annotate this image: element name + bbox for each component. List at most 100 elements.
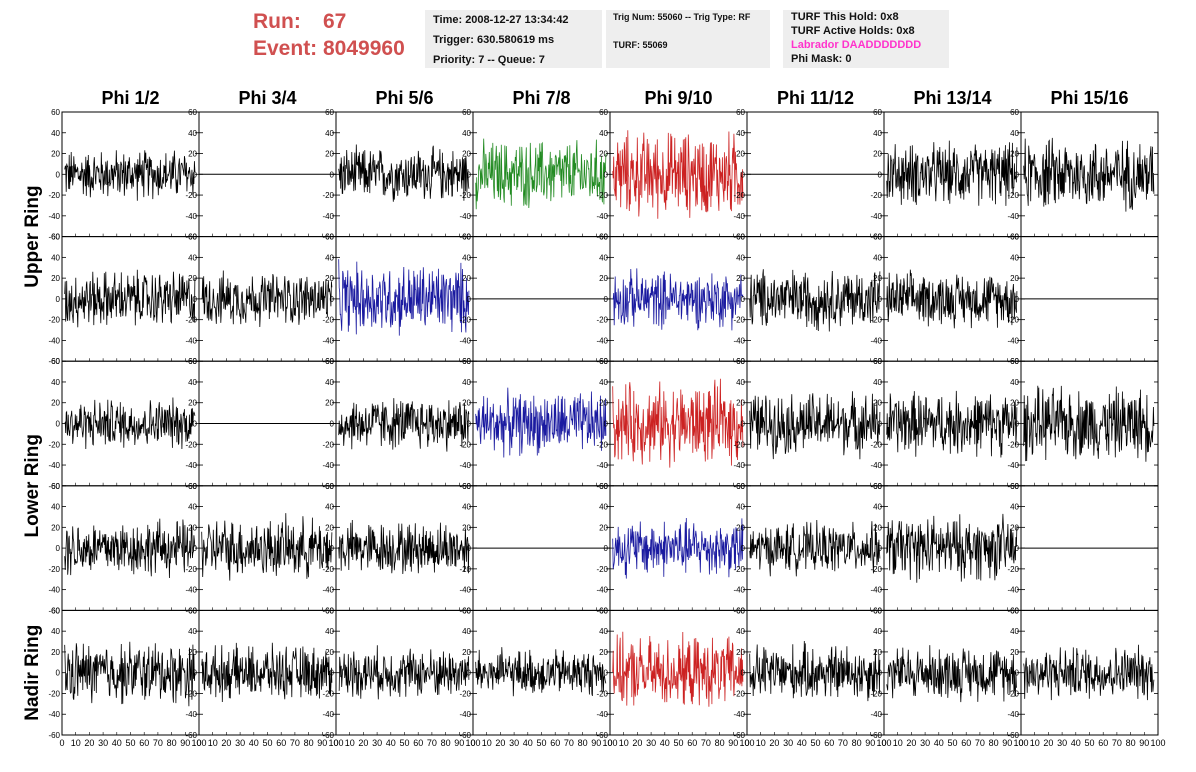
y-tick-label: -20	[596, 689, 608, 698]
y-tick-label: 0	[878, 420, 883, 429]
y-tick-label: -20	[1007, 565, 1019, 574]
y-tick-label: -60	[596, 731, 608, 740]
x-tick-label: 10	[482, 738, 492, 748]
y-tick-label: 20	[736, 523, 745, 532]
y-tick-label: 0	[56, 170, 61, 179]
x-tick-label: 0	[607, 738, 612, 748]
x-tick-label: 70	[838, 738, 848, 748]
labrador-text: Labrador DAADDDDDDD	[791, 39, 922, 51]
y-tick-label: 20	[873, 274, 882, 283]
y-tick-label: 20	[873, 150, 882, 159]
x-tick-label: 60	[139, 738, 149, 748]
y-tick-label: -60	[459, 606, 471, 615]
y-tick-label: -40	[870, 212, 882, 221]
ring-label-1: Upper Ring	[22, 185, 43, 287]
y-tick-label: -40	[870, 336, 882, 345]
y-tick-label: 20	[599, 399, 608, 408]
x-tick-label: 100	[602, 738, 617, 748]
x-tick-label: 20	[358, 738, 368, 748]
x-tick-label: 60	[687, 738, 697, 748]
y-tick-label: -20	[185, 689, 197, 698]
y-tick-label: -40	[48, 212, 60, 221]
y-tick-label: 0	[878, 544, 883, 553]
y-tick-label: -40	[48, 710, 60, 719]
trace-r2-c3	[338, 259, 470, 336]
y-tick-label: 60	[325, 233, 334, 242]
y-tick-label: -20	[733, 689, 745, 698]
column-header-3: Phi 5/6	[375, 88, 433, 108]
x-tick-label: 30	[646, 738, 656, 748]
turf-info: TURF This Hold: 0x8 TURF Active Holds: 0…	[783, 10, 949, 68]
y-tick-label: 0	[1015, 295, 1020, 304]
x-tick-label: 90	[1139, 738, 1149, 748]
y-tick-label: -40	[1007, 586, 1019, 595]
y-tick-label: 0	[467, 544, 472, 553]
y-tick-label: 40	[599, 253, 608, 262]
x-tick-label: 90	[865, 738, 875, 748]
y-tick-label: -40	[322, 212, 334, 221]
y-tick-label: 40	[873, 378, 882, 387]
x-tick-label: 20	[769, 738, 779, 748]
y-tick-label: -20	[870, 440, 882, 449]
y-tick-label: -60	[596, 482, 608, 491]
y-tick-label: 40	[462, 129, 471, 138]
y-tick-label: 20	[1010, 399, 1019, 408]
y-tick-label: -40	[48, 586, 60, 595]
y-tick-label: -40	[1007, 336, 1019, 345]
turf-active-text: TURF Active Holds: 0x8	[791, 25, 915, 37]
x-tick-label: 60	[1098, 738, 1108, 748]
trace-r4-c2	[201, 513, 333, 581]
y-tick-label: 40	[188, 253, 197, 262]
trace-r3-c6	[749, 391, 881, 460]
y-tick-label: 60	[51, 482, 60, 491]
y-tick-label: -40	[870, 586, 882, 595]
y-tick-label: -60	[733, 731, 745, 740]
y-tick-label: -60	[1007, 357, 1019, 366]
y-tick-label: 20	[599, 523, 608, 532]
y-tick-label: -60	[185, 233, 197, 242]
x-tick-label: 80	[715, 738, 725, 748]
column-header-6: Phi 11/12	[777, 88, 854, 108]
y-tick-label: 0	[604, 420, 609, 429]
x-tick-label: 0	[59, 738, 64, 748]
y-tick-label: 0	[56, 544, 61, 553]
y-tick-label: 0	[193, 170, 198, 179]
y-tick-label: 60	[51, 357, 60, 366]
trace-r2-c1	[64, 269, 196, 328]
y-tick-label: 60	[736, 108, 745, 117]
x-tick-label: 70	[290, 738, 300, 748]
x-tick-label: 80	[304, 738, 314, 748]
y-tick-label: -20	[185, 191, 197, 200]
y-tick-label: -40	[596, 461, 608, 470]
y-tick-label: 40	[1010, 253, 1019, 262]
y-tick-label: 20	[736, 274, 745, 283]
ring-label-3: Nadir Ring	[22, 625, 43, 721]
x-tick-label: 40	[249, 738, 259, 748]
y-tick-label: 0	[741, 170, 746, 179]
trace-r5-c5	[612, 631, 744, 707]
y-tick-label: 40	[599, 627, 608, 636]
y-tick-label: -60	[870, 233, 882, 242]
y-tick-label: 20	[462, 150, 471, 159]
x-tick-label: 90	[728, 738, 738, 748]
y-tick-label: -60	[1007, 606, 1019, 615]
trace-r5-c4	[475, 647, 607, 697]
column-header-4: Phi 7/8	[512, 88, 570, 108]
trace-r5-c6	[749, 640, 881, 702]
y-tick-label: 20	[462, 274, 471, 283]
y-tick-label: 20	[599, 274, 608, 283]
trace-r4-c3	[338, 519, 470, 575]
y-tick-label: -20	[459, 565, 471, 574]
trace-r1-c1	[64, 150, 196, 201]
x-tick-label: 30	[235, 738, 245, 748]
x-tick-label: 40	[523, 738, 533, 748]
y-tick-label: 20	[325, 648, 334, 657]
y-tick-label: 0	[467, 669, 472, 678]
y-tick-label: 40	[873, 253, 882, 262]
y-tick-label: -20	[1007, 440, 1019, 449]
x-tick-label: 20	[221, 738, 231, 748]
turf-hold-text: TURF This Hold: 0x8	[791, 11, 899, 23]
x-tick-label: 90	[180, 738, 190, 748]
y-tick-label: -40	[870, 710, 882, 719]
y-tick-label: 60	[599, 357, 608, 366]
